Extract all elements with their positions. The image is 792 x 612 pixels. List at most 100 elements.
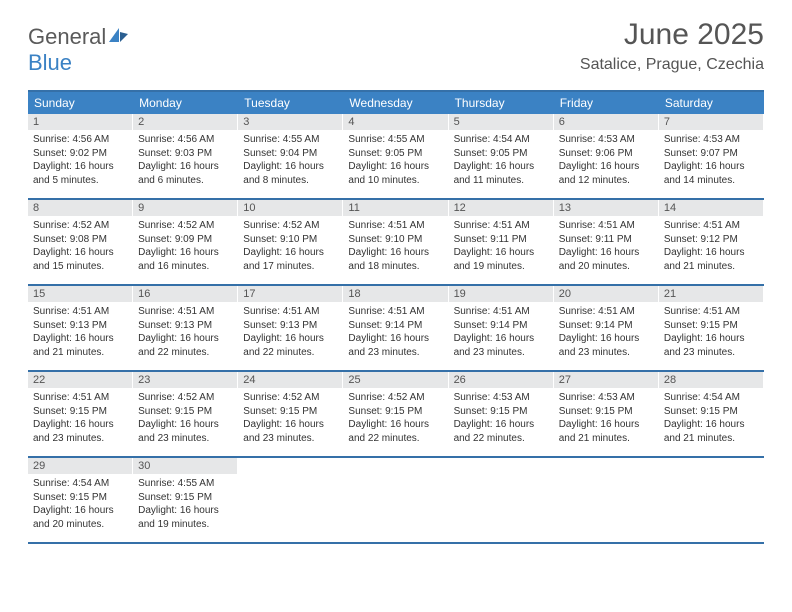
sunset-line: Sunset: 9:05 PM: [454, 147, 549, 161]
day-number: 24: [238, 372, 343, 388]
month-title: June 2025: [580, 18, 764, 52]
day-number: 7: [659, 114, 764, 130]
day-number: 29: [28, 458, 133, 474]
day-number: 13: [554, 200, 659, 216]
day-body: Sunrise: 4:52 AMSunset: 9:15 PMDaylight:…: [238, 388, 343, 449]
day-body: Sunrise: 4:54 AMSunset: 9:15 PMDaylight:…: [659, 388, 764, 449]
sunset-line: Sunset: 9:06 PM: [559, 147, 654, 161]
sunset-line: Sunset: 9:12 PM: [664, 233, 759, 247]
day-body: Sunrise: 4:55 AMSunset: 9:15 PMDaylight:…: [133, 474, 238, 535]
day-body: Sunrise: 4:52 AMSunset: 9:15 PMDaylight:…: [343, 388, 448, 449]
sunrise-line: Sunrise: 4:56 AM: [138, 133, 233, 147]
sunset-line: Sunset: 9:15 PM: [138, 491, 233, 505]
weekday-header: Thursday: [449, 92, 554, 114]
daylight-line: Daylight: 16 hours and 16 minutes.: [138, 246, 233, 273]
daylight-line: Daylight: 16 hours and 8 minutes.: [243, 160, 338, 187]
day-number: 10: [238, 200, 343, 216]
day-body: Sunrise: 4:51 AMSunset: 9:12 PMDaylight:…: [659, 216, 764, 277]
sunset-line: Sunset: 9:14 PM: [348, 319, 443, 333]
day-cell: 11Sunrise: 4:51 AMSunset: 9:10 PMDayligh…: [343, 200, 448, 284]
day-body: Sunrise: 4:53 AMSunset: 9:07 PMDaylight:…: [659, 130, 764, 191]
day-cell: 14Sunrise: 4:51 AMSunset: 9:12 PMDayligh…: [659, 200, 764, 284]
day-cell: 8Sunrise: 4:52 AMSunset: 9:08 PMDaylight…: [28, 200, 133, 284]
sunrise-line: Sunrise: 4:54 AM: [33, 477, 128, 491]
logo-sail-icon: [108, 26, 130, 49]
daylight-line: Daylight: 16 hours and 10 minutes.: [348, 160, 443, 187]
day-body: Sunrise: 4:54 AMSunset: 9:05 PMDaylight:…: [449, 130, 554, 191]
sunrise-line: Sunrise: 4:53 AM: [559, 391, 654, 405]
day-cell: 28Sunrise: 4:54 AMSunset: 9:15 PMDayligh…: [659, 372, 764, 456]
day-cell: 18Sunrise: 4:51 AMSunset: 9:14 PMDayligh…: [343, 286, 448, 370]
day-body: Sunrise: 4:51 AMSunset: 9:10 PMDaylight:…: [343, 216, 448, 277]
day-number: 22: [28, 372, 133, 388]
daylight-line: Daylight: 16 hours and 11 minutes.: [454, 160, 549, 187]
sunset-line: Sunset: 9:13 PM: [243, 319, 338, 333]
sunset-line: Sunset: 9:11 PM: [559, 233, 654, 247]
day-cell: 5Sunrise: 4:54 AMSunset: 9:05 PMDaylight…: [449, 114, 554, 198]
daylight-line: Daylight: 16 hours and 21 minutes.: [559, 418, 654, 445]
day-body: Sunrise: 4:51 AMSunset: 9:13 PMDaylight:…: [28, 302, 133, 363]
day-cell-empty: [449, 458, 554, 542]
day-body: Sunrise: 4:51 AMSunset: 9:13 PMDaylight:…: [133, 302, 238, 363]
sunset-line: Sunset: 9:15 PM: [559, 405, 654, 419]
day-number: 19: [449, 286, 554, 302]
sunset-line: Sunset: 9:15 PM: [454, 405, 549, 419]
sunrise-line: Sunrise: 4:53 AM: [559, 133, 654, 147]
sunrise-line: Sunrise: 4:51 AM: [33, 305, 128, 319]
daylight-line: Daylight: 16 hours and 22 minutes.: [138, 332, 233, 359]
daylight-line: Daylight: 16 hours and 21 minutes.: [664, 246, 759, 273]
day-number: 1: [28, 114, 133, 130]
day-cell: 4Sunrise: 4:55 AMSunset: 9:05 PMDaylight…: [343, 114, 448, 198]
day-cell: 15Sunrise: 4:51 AMSunset: 9:13 PMDayligh…: [28, 286, 133, 370]
sunset-line: Sunset: 9:14 PM: [454, 319, 549, 333]
weekday-header: Sunday: [28, 92, 133, 114]
logo-text-blue: Blue: [28, 50, 72, 75]
day-cell: 26Sunrise: 4:53 AMSunset: 9:15 PMDayligh…: [449, 372, 554, 456]
sunrise-line: Sunrise: 4:52 AM: [348, 391, 443, 405]
day-body: Sunrise: 4:53 AMSunset: 9:15 PMDaylight:…: [449, 388, 554, 449]
daylight-line: Daylight: 16 hours and 23 minutes.: [559, 332, 654, 359]
day-cell: 30Sunrise: 4:55 AMSunset: 9:15 PMDayligh…: [133, 458, 238, 542]
day-number: 26: [449, 372, 554, 388]
sunset-line: Sunset: 9:04 PM: [243, 147, 338, 161]
week-row: 22Sunrise: 4:51 AMSunset: 9:15 PMDayligh…: [28, 372, 764, 458]
day-number: 25: [343, 372, 448, 388]
day-body: Sunrise: 4:52 AMSunset: 9:15 PMDaylight:…: [133, 388, 238, 449]
weekday-header: Friday: [554, 92, 659, 114]
sunrise-line: Sunrise: 4:53 AM: [664, 133, 759, 147]
sunset-line: Sunset: 9:15 PM: [243, 405, 338, 419]
sunset-line: Sunset: 9:05 PM: [348, 147, 443, 161]
sunrise-line: Sunrise: 4:53 AM: [454, 391, 549, 405]
location: Satalice, Prague, Czechia: [580, 56, 764, 74]
day-body: Sunrise: 4:51 AMSunset: 9:14 PMDaylight:…: [449, 302, 554, 363]
day-body: Sunrise: 4:53 AMSunset: 9:06 PMDaylight:…: [554, 130, 659, 191]
sunrise-line: Sunrise: 4:51 AM: [664, 305, 759, 319]
day-number: 6: [554, 114, 659, 130]
sunrise-line: Sunrise: 4:52 AM: [243, 391, 338, 405]
daylight-line: Daylight: 16 hours and 21 minutes.: [664, 418, 759, 445]
sunset-line: Sunset: 9:02 PM: [33, 147, 128, 161]
day-cell: 17Sunrise: 4:51 AMSunset: 9:13 PMDayligh…: [238, 286, 343, 370]
day-body: Sunrise: 4:52 AMSunset: 9:08 PMDaylight:…: [28, 216, 133, 277]
sunset-line: Sunset: 9:14 PM: [559, 319, 654, 333]
day-cell: 12Sunrise: 4:51 AMSunset: 9:11 PMDayligh…: [449, 200, 554, 284]
sunrise-line: Sunrise: 4:52 AM: [33, 219, 128, 233]
sunrise-line: Sunrise: 4:55 AM: [348, 133, 443, 147]
daylight-line: Daylight: 16 hours and 5 minutes.: [33, 160, 128, 187]
day-cell: 21Sunrise: 4:51 AMSunset: 9:15 PMDayligh…: [659, 286, 764, 370]
day-body: Sunrise: 4:51 AMSunset: 9:13 PMDaylight:…: [238, 302, 343, 363]
sunrise-line: Sunrise: 4:54 AM: [664, 391, 759, 405]
sunset-line: Sunset: 9:08 PM: [33, 233, 128, 247]
daylight-line: Daylight: 16 hours and 15 minutes.: [33, 246, 128, 273]
sunset-line: Sunset: 9:03 PM: [138, 147, 233, 161]
day-cell: 9Sunrise: 4:52 AMSunset: 9:09 PMDaylight…: [133, 200, 238, 284]
day-cell: 3Sunrise: 4:55 AMSunset: 9:04 PMDaylight…: [238, 114, 343, 198]
day-body: Sunrise: 4:55 AMSunset: 9:05 PMDaylight:…: [343, 130, 448, 191]
sunset-line: Sunset: 9:13 PM: [33, 319, 128, 333]
day-cell: 24Sunrise: 4:52 AMSunset: 9:15 PMDayligh…: [238, 372, 343, 456]
logo-text-general: General: [28, 24, 106, 49]
daylight-line: Daylight: 16 hours and 12 minutes.: [559, 160, 654, 187]
day-cell: 2Sunrise: 4:56 AMSunset: 9:03 PMDaylight…: [133, 114, 238, 198]
sunrise-line: Sunrise: 4:56 AM: [33, 133, 128, 147]
weekday-header: Wednesday: [343, 92, 448, 114]
